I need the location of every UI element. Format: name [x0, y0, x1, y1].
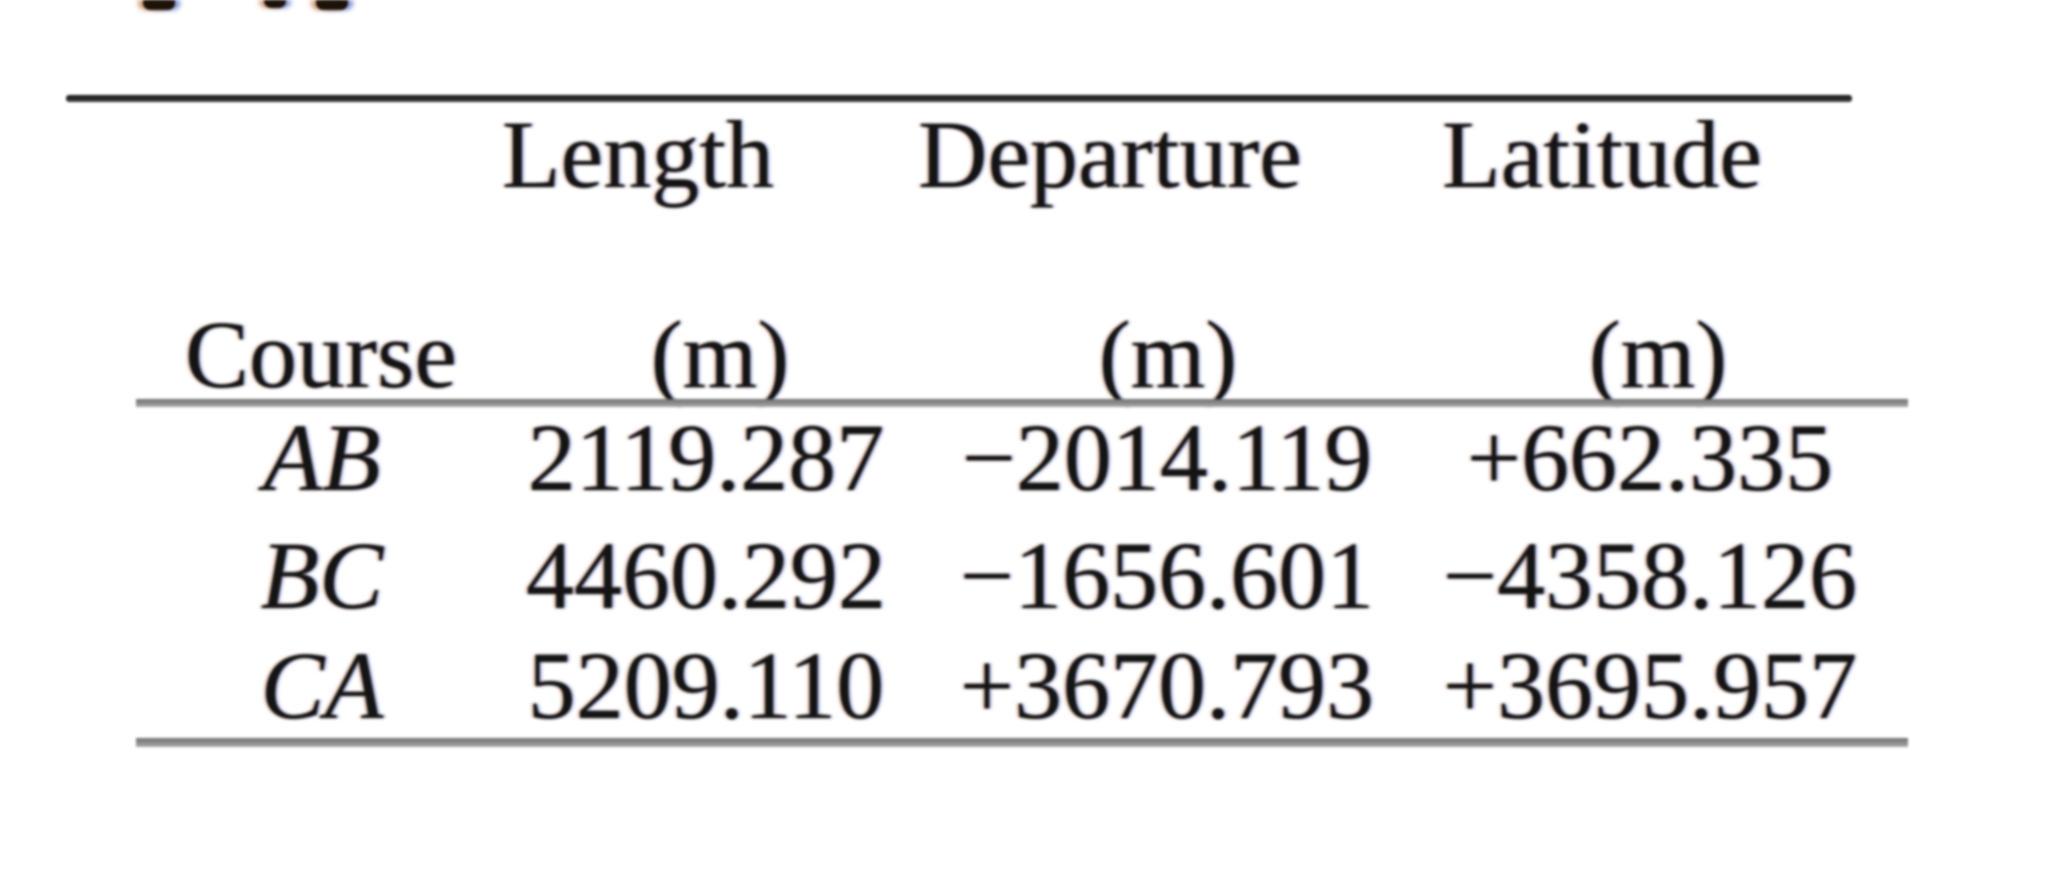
- cell-length: 2119.287: [527, 404, 885, 511]
- clipped-glyph-fragment: [316, 0, 348, 10]
- cell-departure: −1656.601: [959, 522, 1375, 629]
- cell-length: 5209.110: [527, 632, 885, 739]
- cell-course: CA: [260, 632, 384, 739]
- clipped-glyph-fragment: [143, 0, 175, 10]
- column-header-departure: Departure: [918, 101, 1302, 208]
- cell-latitude: +3695.957: [1442, 632, 1858, 739]
- column-header-latitude: Latitude: [1442, 101, 1762, 208]
- table-header-rule: [136, 399, 1908, 407]
- column-header-course: Course: [185, 301, 457, 408]
- cell-latitude: +662.335: [1466, 404, 1834, 511]
- clipped-glyph-fragment: [264, 0, 286, 8]
- unit-label-departure: (m): [1098, 301, 1238, 408]
- cell-length: 4460.292: [526, 522, 886, 629]
- table-top-rule: [66, 95, 1852, 102]
- cell-departure: −2014.119: [961, 404, 1373, 511]
- cell-latitude: −4358.126: [1442, 522, 1858, 629]
- table-bottom-rule: [136, 738, 1908, 747]
- column-header-length: Length: [502, 101, 774, 208]
- unit-label-length: (m): [650, 301, 790, 408]
- unit-label-latitude: (m): [1588, 301, 1728, 408]
- cell-course: AB: [263, 404, 381, 511]
- cell-course: BC: [260, 522, 384, 629]
- cell-departure: +3670.793: [959, 632, 1375, 739]
